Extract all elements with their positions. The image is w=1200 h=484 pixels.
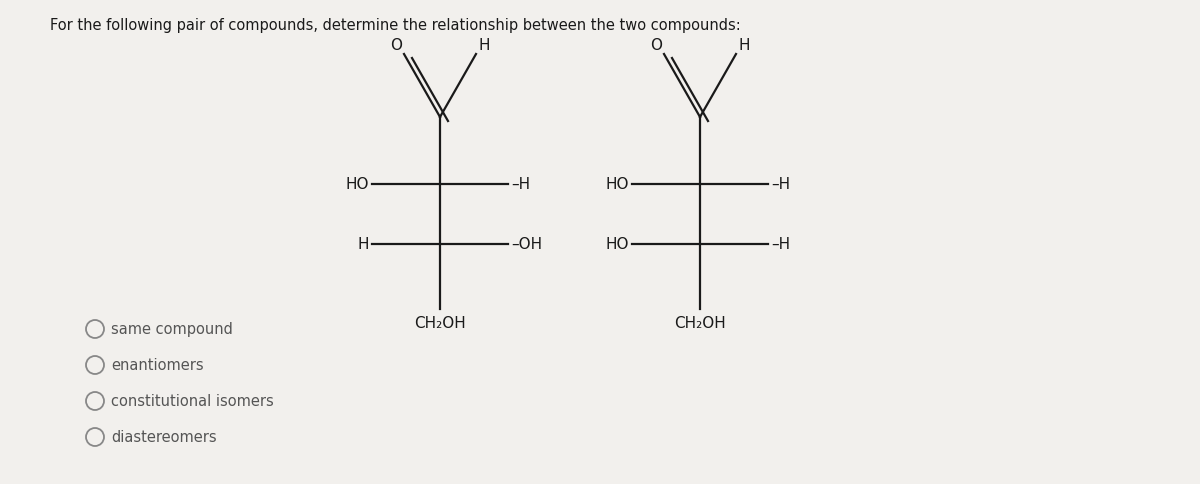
Text: –H: –H: [511, 177, 530, 192]
Text: O: O: [650, 38, 662, 53]
Text: constitutional isomers: constitutional isomers: [112, 393, 274, 408]
Text: H: H: [738, 38, 750, 53]
Text: H: H: [478, 38, 490, 53]
Text: enantiomers: enantiomers: [112, 358, 204, 373]
Text: –OH: –OH: [511, 237, 542, 252]
Text: O: O: [390, 38, 402, 53]
Text: –H: –H: [772, 237, 790, 252]
Text: same compound: same compound: [112, 322, 233, 337]
Text: HO: HO: [346, 177, 370, 192]
Text: CH₂OH: CH₂OH: [414, 316, 466, 330]
Text: diastereomers: diastereomers: [112, 430, 217, 445]
Text: –H: –H: [772, 177, 790, 192]
Text: HO: HO: [606, 237, 629, 252]
Text: CH₂OH: CH₂OH: [674, 316, 726, 330]
Text: For the following pair of compounds, determine the relationship between the two : For the following pair of compounds, det…: [50, 18, 740, 33]
Text: HO: HO: [606, 177, 629, 192]
Text: H: H: [358, 237, 370, 252]
